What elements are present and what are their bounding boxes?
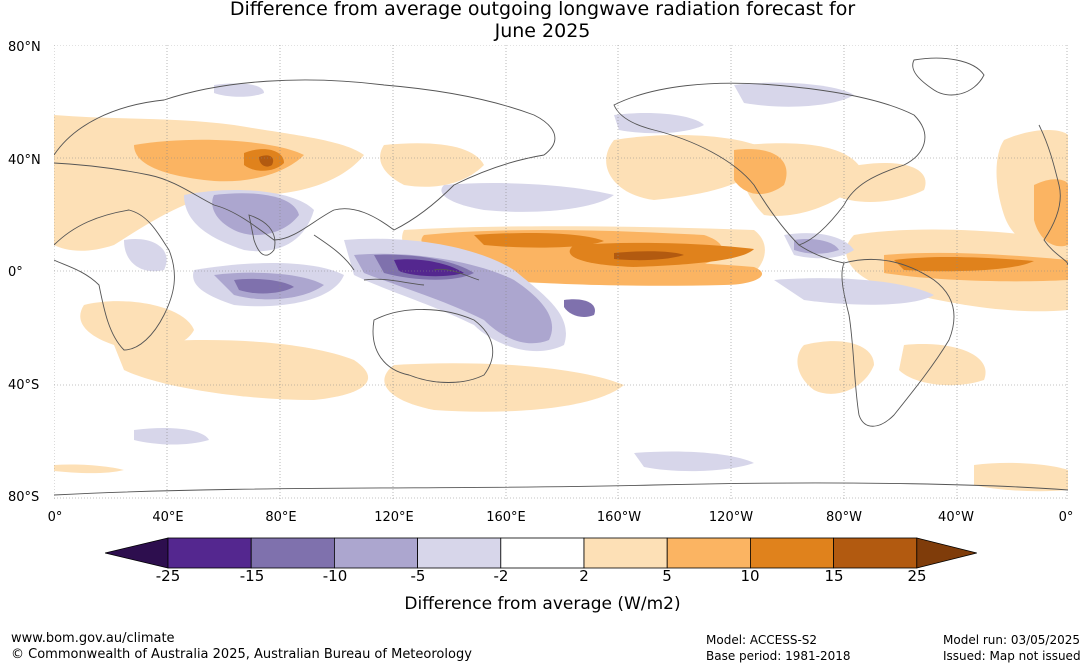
colorbar-segment	[833, 537, 918, 569]
colorbar-tick: 2	[579, 567, 589, 585]
colorbar-segment	[500, 537, 585, 569]
colorbar-tick: -10	[322, 567, 348, 585]
footer-model-run: Model run: 03/05/2025	[943, 633, 1081, 647]
lat-label-80s: 80°S	[8, 490, 40, 505]
footer-model: Model: ACCESS-S2	[706, 633, 818, 647]
lat-label-equator: 0°	[8, 265, 23, 280]
footer-base-period: Base period: 1981-2018	[706, 649, 851, 663]
colorbar-tick: -2	[493, 567, 509, 585]
positive-anomaly-very-strong	[259, 155, 684, 261]
lon-label-120e: 120°E	[374, 510, 414, 525]
lon-label-80w: 80°W	[826, 510, 862, 525]
lon-label-80e: 80°E	[265, 510, 297, 525]
lon-label-0-right: 0°	[1058, 510, 1074, 525]
lat-label-80n: 80°N	[8, 40, 41, 55]
lat-label-40s: 40°S	[8, 378, 40, 393]
colorbar-segment	[333, 537, 418, 569]
colorbar-tick: -25	[155, 567, 181, 585]
colorbar	[105, 537, 977, 569]
colorbar-tick: -15	[239, 567, 265, 585]
colorbar-label: Difference from average (W/m2)	[404, 594, 681, 614]
lon-label-40w: 40°W	[938, 510, 974, 525]
colorbar-tick: 10	[740, 567, 760, 585]
colorbar-tick: 25	[907, 567, 927, 585]
colorbar-segment	[167, 537, 252, 569]
map-title-line2: June 2025	[494, 20, 591, 42]
coastlines	[54, 57, 1068, 496]
colorbar-arrow-min	[105, 537, 169, 569]
colorbar-segment	[250, 537, 335, 569]
map-title-line1: Difference from average outgoing longwav…	[229, 0, 856, 20]
colorbar-tick: -5	[410, 567, 426, 585]
footer-issued: Issued: Map not issued	[943, 649, 1081, 663]
graticule	[54, 45, 1068, 499]
lat-label-40n: 40°N	[8, 153, 41, 168]
lon-label-40e: 40°E	[152, 510, 184, 525]
colorbar-segment	[750, 537, 835, 569]
negative-anomaly-very-strong	[394, 259, 464, 277]
lon-label-120w: 120°W	[708, 510, 754, 525]
footer-copyright: © Commonwealth of Australia 2025, Austra…	[11, 647, 472, 662]
lon-label-160e: 160°E	[486, 510, 526, 525]
lon-label-0-left: 0°	[47, 510, 63, 525]
ola-anomaly-map	[54, 45, 1068, 499]
colorbar-arrow-max	[916, 537, 977, 569]
lon-label-160w: 160°W	[596, 510, 642, 525]
colorbar-tick: 5	[662, 567, 672, 585]
colorbar-segment	[417, 537, 502, 569]
footer-url: www.bom.gov.au/climate	[11, 631, 175, 646]
colorbar-tick: 15	[824, 567, 844, 585]
colorbar-segment	[583, 537, 668, 569]
colorbar-segment	[666, 537, 751, 569]
